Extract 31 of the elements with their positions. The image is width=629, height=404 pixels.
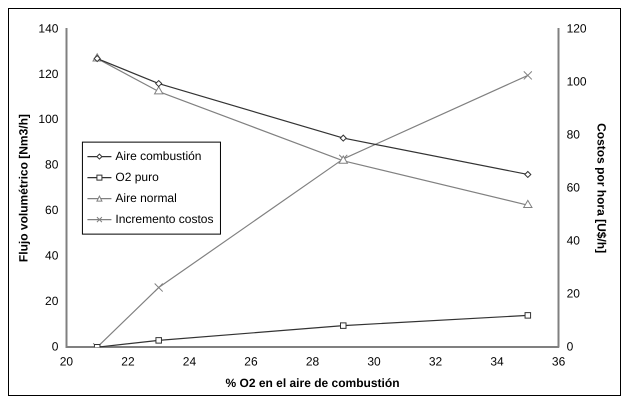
x-tick-label: 28 [306,354,320,369]
y2-tick-label: 120 [566,21,587,36]
y2-tick-label: 0 [566,340,574,354]
legend-label: Aire normal [115,190,177,205]
y2-tick-label: 80 [566,127,580,142]
y-tick-label: 80 [45,158,59,172]
x-tick-label: 24 [182,354,196,369]
x-tick-label: 26 [244,354,258,369]
x-tick-label: 20 [60,354,74,369]
x-tick-label: 36 [552,354,566,369]
y2-tick-label: 100 [566,74,587,88]
y-axis-title: Flujo volumétrico [Nm3/h] [16,114,31,262]
y-tick-label: 100 [38,112,59,126]
y-tick-label: 60 [45,203,59,218]
x-tick-label: 32 [428,354,443,369]
y2-axis-title: Costos por hora [U$/h] [594,123,608,254]
x-tick-label: 34 [490,354,504,369]
y-tick-label: 120 [38,66,59,81]
x-axis-title: % O2 en el aire de combustión [225,376,400,390]
legend-label: Aire combustión [115,148,202,163]
y-tick-label: 20 [45,294,59,308]
legend-label: Incremento costos [115,212,214,226]
y-tick-label: 40 [45,248,59,263]
y2-tick-label: 40 [566,233,580,248]
y-tick-label: 0 [52,340,59,354]
x-tick-label: 22 [121,354,135,369]
y2-tick-label: 20 [566,286,580,300]
y2-tick-label: 60 [566,180,580,194]
x-tick-label: 30 [367,354,382,369]
y-tick-label: 140 [38,21,59,36]
legend-label: O2 puro [115,170,160,184]
